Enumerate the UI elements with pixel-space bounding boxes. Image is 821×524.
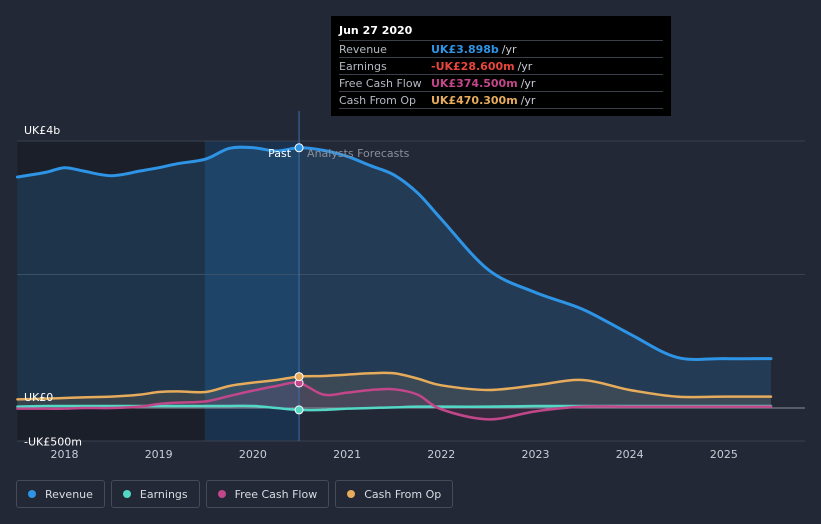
past-label: Past (268, 147, 292, 160)
x-tick-label: 2018 (51, 448, 79, 461)
x-tick-label: 2019 (145, 448, 173, 461)
y-tick-label: UK£4b (24, 124, 60, 137)
financial-chart: Past Analysts ForecastsUK£4bUK£0-UK£500m2… (15, 111, 805, 461)
tooltip-row-cash-from-op: Cash From Op UK£470.300m /yr (339, 91, 663, 109)
tooltip-unit: /yr (520, 93, 536, 107)
area-revenue (17, 147, 771, 409)
forecast-label: Analysts Forecasts (307, 147, 410, 160)
legend-item-earnings[interactable]: Earnings (110, 480, 200, 508)
legend-label: Free Cash Flow (234, 487, 318, 501)
hover-point-revenue (294, 143, 304, 153)
legend-item-free-cash-flow[interactable]: Free Cash Flow (205, 480, 330, 508)
area-free-cash-flow (17, 382, 771, 420)
tooltip-value: UK£374.500m (431, 76, 518, 90)
legend-dot-icon (347, 490, 356, 498)
x-tick-label: 2022 (427, 448, 455, 461)
legend: Revenue Earnings Free Cash Flow Cash Fro… (16, 480, 454, 508)
x-tick-label: 2020 (239, 448, 267, 461)
tooltip-label: Free Cash Flow (339, 76, 422, 90)
tooltip-unit: /yr (517, 59, 533, 73)
tooltip-row-free-cash-flow: Free Cash Flow UK£374.500m /yr (339, 74, 663, 91)
hover-point-cash-from-op (294, 372, 304, 382)
tooltip-label: Revenue (339, 42, 387, 56)
tooltip-date: Jun 27 2020 (339, 24, 413, 37)
tooltip-row-earnings: Earnings -UK£28.600m /yr (339, 57, 663, 74)
tooltip: Jun 27 2020 Revenue UK£3.898b /yr Earnin… (331, 16, 671, 116)
x-tick-label: 2024 (616, 448, 644, 461)
legend-label: Earnings (139, 487, 188, 501)
tooltip-unit: /yr (520, 76, 536, 90)
x-tick-label: 2023 (522, 448, 550, 461)
y-tick-label: -UK£500m (24, 435, 82, 448)
legend-dot-icon (28, 490, 36, 498)
tooltip-value: UK£3.898b (431, 42, 499, 56)
line-cash-from-op (16, 371, 773, 401)
tooltip-row-revenue: Revenue UK£3.898b /yr (339, 40, 663, 57)
legend-dot-icon (122, 490, 131, 498)
line-revenue (15, 145, 773, 361)
legend-dot-icon (217, 490, 226, 498)
tooltip-value: UK£470.300m (431, 93, 518, 107)
legend-label: Cash From Op (364, 487, 442, 501)
tooltip-label: Cash From Op (339, 93, 417, 107)
tooltip-value: -UK£28.600m (431, 59, 515, 73)
line-free-cash-flow (16, 381, 773, 421)
x-tick-label: 2025 (710, 448, 738, 461)
legend-item-revenue[interactable]: Revenue (16, 480, 105, 508)
legend-label: Revenue (45, 487, 93, 501)
x-tick-label: 2021 (333, 448, 361, 461)
legend-item-cash-from-op[interactable]: Cash From Op (335, 480, 454, 508)
hover-point-earnings (294, 405, 304, 415)
y-tick-label: UK£0 (24, 391, 53, 404)
tooltip-unit: /yr (501, 42, 517, 56)
tooltip-label: Earnings (339, 59, 387, 73)
